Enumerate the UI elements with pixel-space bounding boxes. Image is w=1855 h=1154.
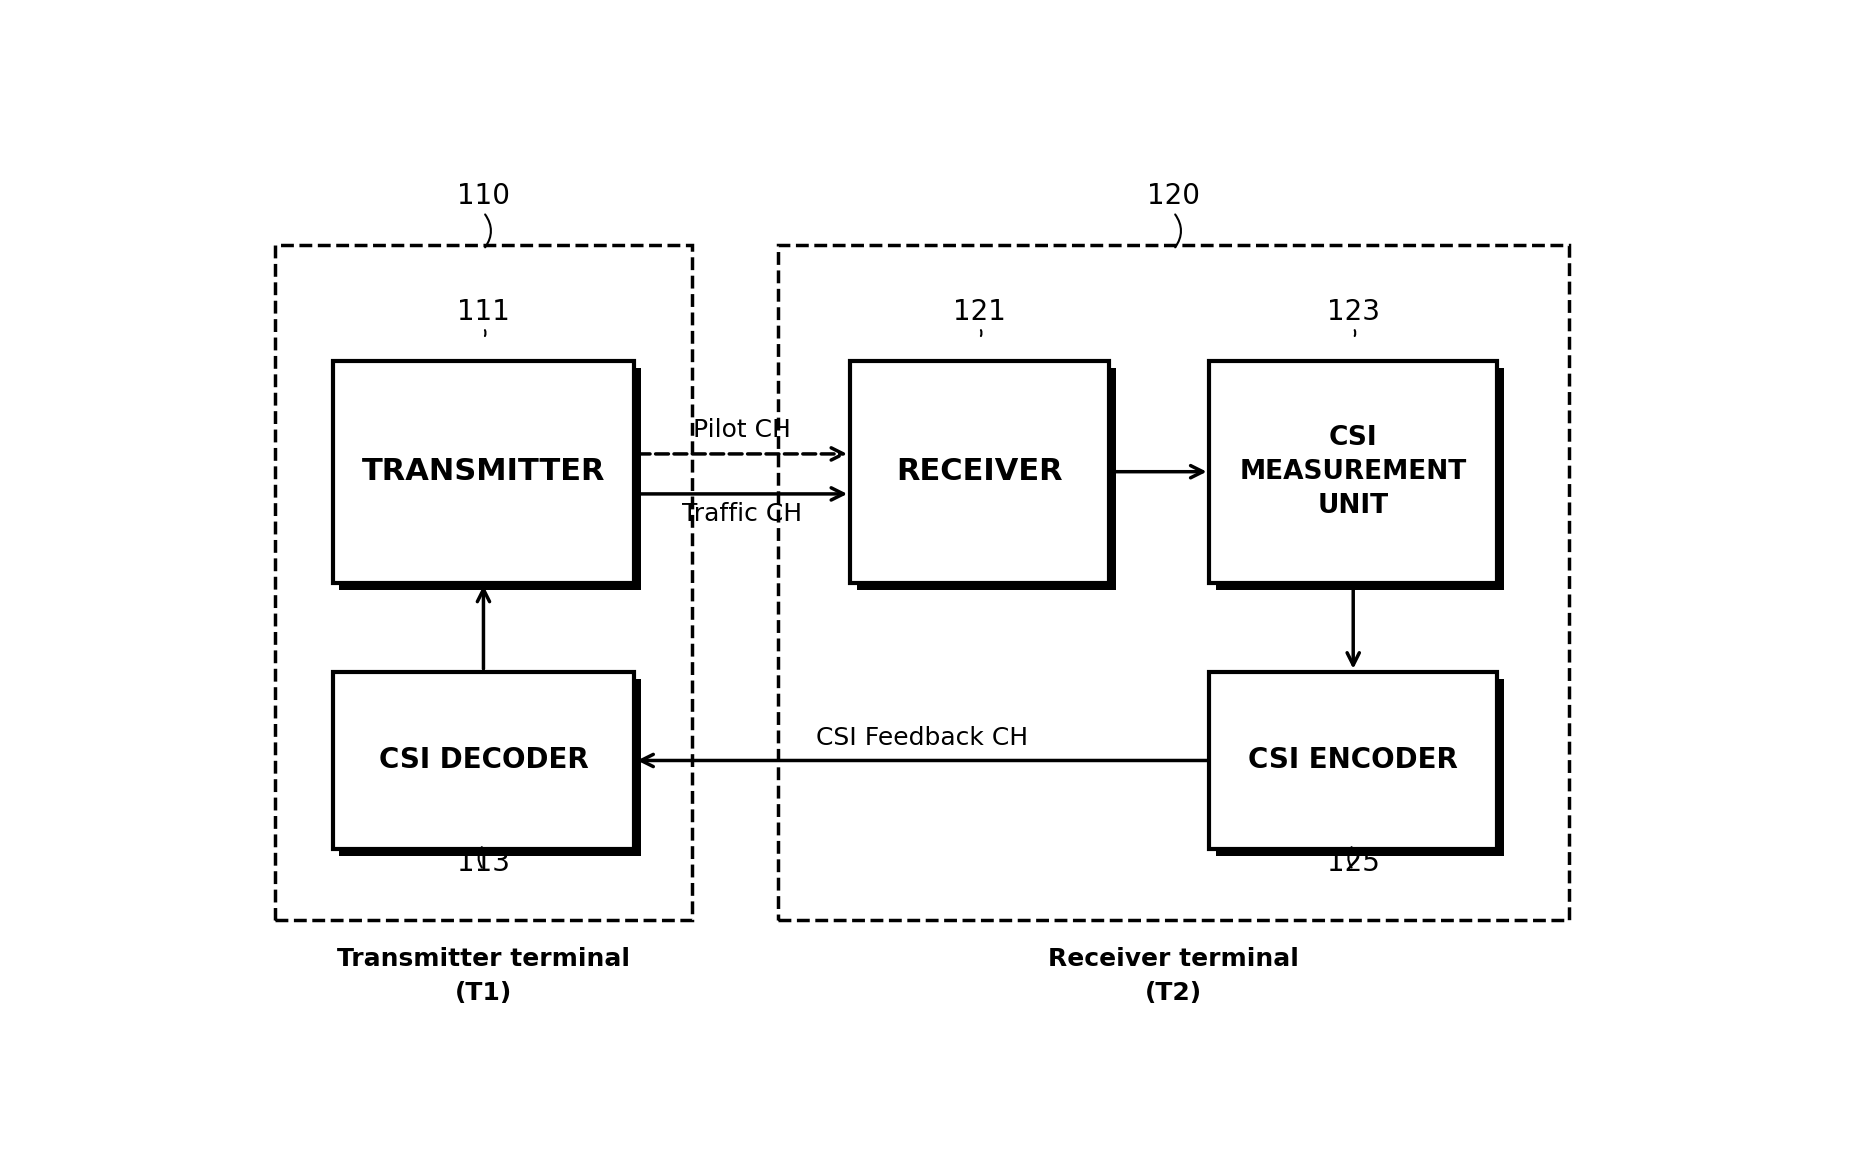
Bar xyxy=(779,245,1569,921)
Bar xyxy=(1209,672,1497,849)
Bar xyxy=(332,672,634,849)
Bar xyxy=(1217,679,1504,856)
Text: CSI Feedback CH: CSI Feedback CH xyxy=(816,726,1028,750)
Text: 111: 111 xyxy=(456,298,510,325)
Text: CSI
MEASUREMENT
UNIT: CSI MEASUREMENT UNIT xyxy=(1239,425,1467,518)
Text: Receiver terminal: Receiver terminal xyxy=(1048,947,1298,971)
Bar xyxy=(850,360,1109,583)
Text: 110: 110 xyxy=(456,182,510,210)
Text: Pilot CH: Pilot CH xyxy=(694,418,792,442)
Bar xyxy=(275,245,692,921)
Text: 120: 120 xyxy=(1146,182,1200,210)
Text: 123: 123 xyxy=(1326,298,1380,325)
Text: Traffic CH: Traffic CH xyxy=(683,502,803,526)
Text: CSI ENCODER: CSI ENCODER xyxy=(1248,747,1458,774)
Bar xyxy=(1209,360,1497,583)
Text: TRANSMITTER: TRANSMITTER xyxy=(362,457,605,486)
Text: (T2): (T2) xyxy=(1145,981,1202,1005)
Bar xyxy=(857,368,1117,590)
Bar xyxy=(339,368,642,590)
Text: 121: 121 xyxy=(953,298,1005,325)
Bar xyxy=(339,679,642,856)
Text: (T1): (T1) xyxy=(454,981,512,1005)
Bar xyxy=(332,360,634,583)
Text: RECEIVER: RECEIVER xyxy=(896,457,1063,486)
Text: 125: 125 xyxy=(1326,848,1380,877)
Text: 113: 113 xyxy=(456,848,510,877)
Bar xyxy=(1217,368,1504,590)
Text: CSI DECODER: CSI DECODER xyxy=(378,747,588,774)
Text: Transmitter terminal: Transmitter terminal xyxy=(338,947,631,971)
